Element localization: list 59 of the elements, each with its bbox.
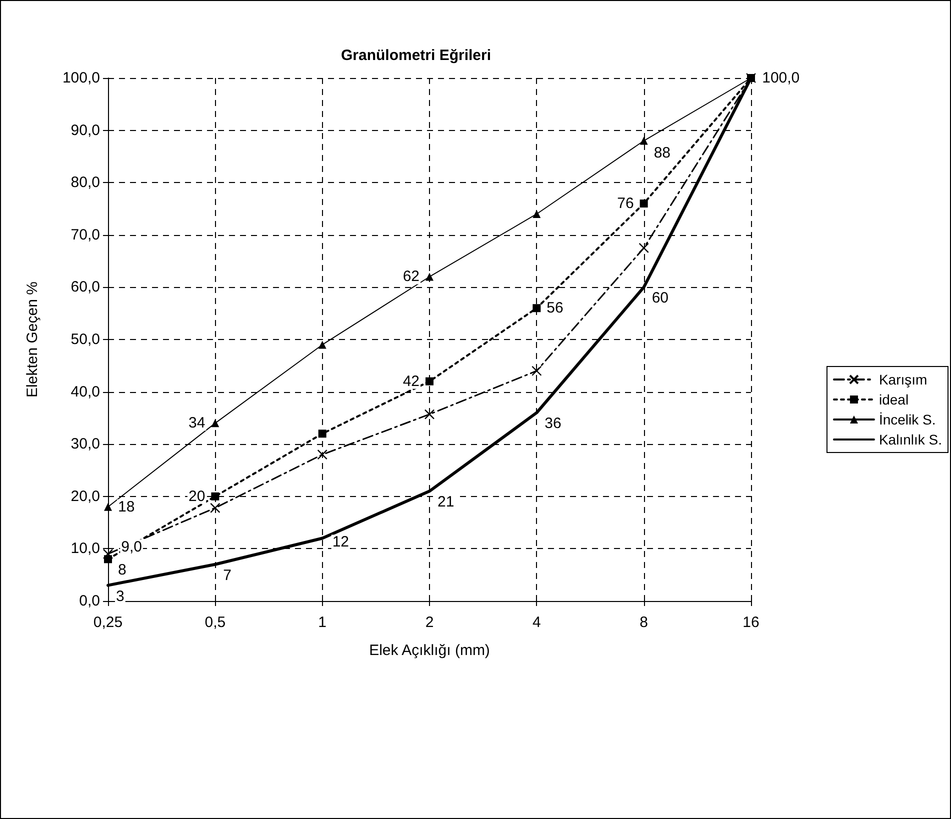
point: [317, 449, 328, 460]
chart-title: Granülometri Eğrileri: [340, 47, 492, 64]
x-tick-label: 0,5: [204, 614, 226, 631]
point: [102, 548, 114, 560]
point: [210, 502, 220, 514]
data-label: 62: [402, 268, 420, 286]
data-label: 9,0: [121, 538, 142, 556]
point: [640, 200, 648, 208]
y-tick-label: 0,0: [79, 592, 100, 610]
x-tick-label: 16: [742, 614, 760, 631]
y-tick-label: 30,0: [70, 436, 100, 453]
legend-label: ideal: [878, 392, 909, 408]
y-tick-label: 10,0: [70, 540, 100, 558]
x-tick-label: 4: [532, 614, 541, 631]
data-label: 20: [188, 488, 206, 505]
x-tick-label: 8: [640, 614, 648, 631]
y-tick-label: 40,0: [70, 383, 100, 400]
data-label: 12: [332, 534, 350, 551]
data-label: 76: [617, 195, 634, 212]
point: [211, 492, 220, 500]
y-tick-label: 100,0: [62, 70, 100, 86]
data-label: 100,0: [762, 70, 800, 86]
data-label: 36: [544, 415, 562, 432]
point: [318, 340, 326, 349]
data-label: 88: [654, 144, 671, 162]
point: [426, 377, 434, 386]
data-label: 60: [652, 290, 669, 307]
data-label: 18: [118, 498, 135, 516]
x-axis-title: Elek Açıklığı (mm): [369, 642, 490, 659]
point: [424, 409, 435, 420]
legend-label: İncelik S.: [878, 412, 936, 428]
data-label: 7: [223, 566, 232, 584]
x-tick-label: 0,25: [93, 614, 123, 631]
data-label: 34: [188, 414, 206, 432]
data-label: 3: [116, 588, 124, 605]
data-label: 8: [118, 562, 126, 579]
y-tick-label: 70,0: [70, 226, 100, 244]
x-tick-label: 2: [425, 614, 434, 631]
point: [211, 419, 220, 428]
y-tick-label: 50,0: [70, 331, 100, 348]
point: [638, 242, 649, 254]
legend-label: Karışım: [878, 372, 928, 388]
point: [426, 272, 434, 281]
point: [318, 430, 326, 438]
point: [532, 366, 542, 376]
legend-label: Kalınlık S.: [878, 432, 942, 448]
point: [532, 304, 541, 312]
data-label: 42: [402, 372, 420, 390]
point: [532, 210, 541, 218]
y-tick-label: 60,0: [70, 278, 100, 296]
data-label: 56: [546, 300, 564, 317]
y-tick-label: 90,0: [70, 122, 100, 139]
point: [640, 136, 648, 145]
y-tick-label: 80,0: [70, 174, 100, 192]
x-tick-label: 1: [318, 614, 327, 631]
y-tick-label: 20,0: [70, 488, 100, 505]
data-label: 21: [438, 494, 454, 511]
y-axis-title: Elekten Geçen %: [24, 282, 41, 398]
point: [104, 502, 112, 511]
